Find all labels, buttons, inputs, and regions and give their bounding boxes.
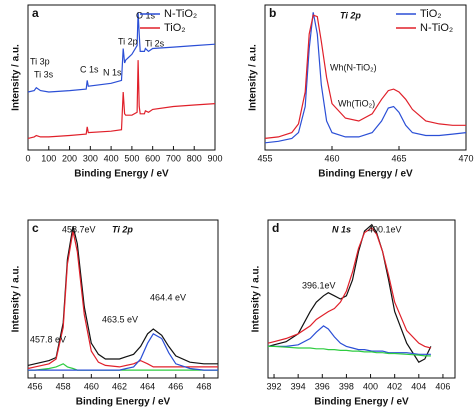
x-tick-label: 900 <box>207 153 222 163</box>
x-tick-label: 455 <box>257 153 272 163</box>
panel-label: b <box>269 6 276 20</box>
data-line <box>267 223 432 363</box>
x-tick-label: 500 <box>124 153 139 163</box>
data-line <box>268 345 431 357</box>
x-tick-label: 468 <box>196 381 211 391</box>
annotation: 400.1eV <box>368 224 402 234</box>
data-line <box>264 12 467 144</box>
x-tick-label: 464 <box>140 381 155 391</box>
annotation: Ti 3p <box>30 56 50 66</box>
x-tick-label: 458 <box>56 381 71 391</box>
x-tick-label: 462 <box>112 381 127 391</box>
annotation: 464.4 eV <box>150 292 186 302</box>
x-axis-label: Binding Energy / eV <box>74 169 169 180</box>
annotation: C 1s <box>80 64 99 74</box>
y-axis-label: Intensity / a.u. <box>11 265 22 332</box>
x-tick-label: 200 <box>62 153 77 163</box>
x-tick-label: 402 <box>387 381 402 391</box>
data-line <box>27 60 216 139</box>
x-tick-label: 400 <box>104 153 119 163</box>
panel-label: d <box>272 221 279 235</box>
annotation: N 1s <box>103 67 122 77</box>
y-axis-label: Intensity / a.u. <box>251 265 262 332</box>
annotation: 396.1eV <box>302 280 336 290</box>
plot-frame <box>264 4 467 151</box>
plot-frame <box>267 219 456 379</box>
panel-label: a <box>32 6 39 20</box>
annotation: 463.5 eV <box>102 314 138 324</box>
data-line <box>27 12 216 93</box>
data-line <box>27 226 218 366</box>
x-tick-label: 700 <box>166 153 181 163</box>
annotation: Ti 3s <box>34 69 54 79</box>
x-axis-label: Binding Energy / eV <box>318 169 413 180</box>
x-axis-label: Binding Energy / eV <box>76 397 171 408</box>
annotation: Ti 2s <box>145 38 165 48</box>
x-tick-label: 392 <box>267 381 282 391</box>
legend-label: TiO₂ <box>164 22 186 34</box>
legend-label: TiO₂ <box>420 8 442 20</box>
annotation: Ti 2p <box>340 10 361 20</box>
x-tick-label: 456 <box>28 381 43 391</box>
x-tick-label: 460 <box>84 381 99 391</box>
x-tick-label: 398 <box>339 381 354 391</box>
x-tick-label: 600 <box>145 153 160 163</box>
data-line <box>264 14 466 139</box>
legend-label: N-TiO₂ <box>420 22 453 34</box>
data-line <box>28 332 218 371</box>
x-tick-label: 100 <box>41 153 56 163</box>
annotation: O 1s <box>136 10 156 20</box>
x-tick-label: 465 <box>391 153 406 163</box>
data-line <box>27 230 218 370</box>
x-tick-label: 0 <box>25 153 30 163</box>
annotation: 457.8 eV <box>30 334 66 344</box>
x-tick-label: 404 <box>411 381 426 391</box>
y-axis-label: Intensity / a.u. <box>11 44 22 111</box>
plot-frame <box>27 219 219 379</box>
x-tick-label: 460 <box>324 153 339 163</box>
panel-label: c <box>32 221 39 235</box>
annotation: Wh(N-TiO₂) <box>330 62 377 72</box>
x-tick-label: 800 <box>187 153 202 163</box>
x-tick-label: 396 <box>315 381 330 391</box>
y-axis-label: Intensity / a.u. <box>248 44 259 111</box>
x-axis-label: Binding Energy / eV <box>314 397 409 408</box>
annotation: Ti 2p <box>118 36 138 46</box>
data-line <box>267 227 432 349</box>
x-tick-label: 466 <box>168 381 183 391</box>
x-tick-label: 470 <box>458 153 473 163</box>
x-tick-label: 400 <box>363 381 378 391</box>
annotation: Wh(TiO₂) <box>338 98 375 108</box>
annotation: N 1s <box>332 224 351 234</box>
legend-label: N-TiO₂ <box>164 8 197 20</box>
annotation: 458.7eV <box>62 224 96 234</box>
annotation: Ti 2p <box>112 224 133 234</box>
x-tick-label: 394 <box>291 381 306 391</box>
x-tick-label: 300 <box>83 153 98 163</box>
plot-frame <box>27 4 216 151</box>
x-tick-label: 406 <box>435 381 450 391</box>
data-line <box>268 325 431 355</box>
